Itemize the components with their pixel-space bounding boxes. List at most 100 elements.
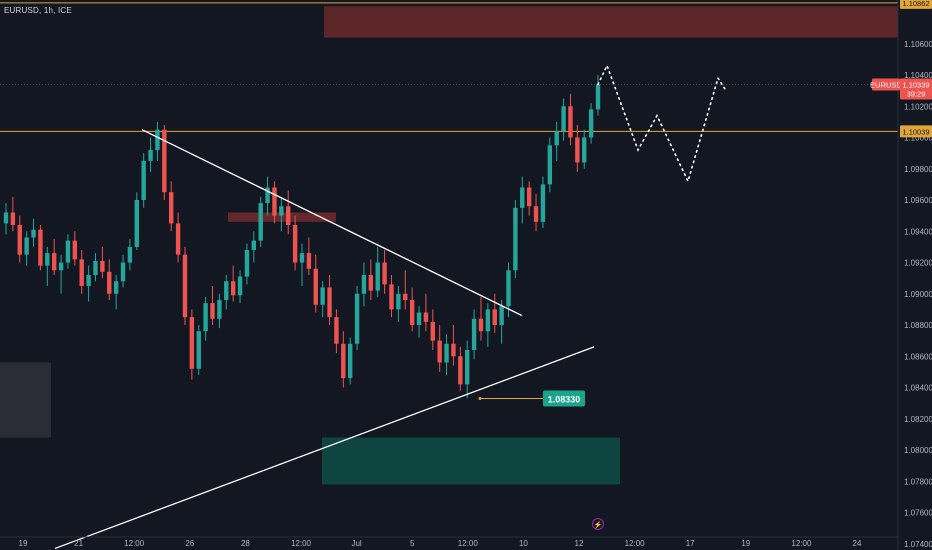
symbol-title[interactable]: EURUSD, 1h, ICE	[4, 6, 72, 15]
candle-body	[175, 223, 181, 255]
y-tick-label: 1.08600	[904, 352, 932, 361]
candle-body	[485, 309, 491, 332]
x-tick-label: 12:00	[458, 539, 479, 548]
candle-body	[51, 253, 57, 271]
candle-body	[341, 343, 346, 379]
symbol-tag: EURUSD	[870, 78, 902, 91]
candle-body	[423, 312, 429, 322]
x-tick-label: 12	[575, 539, 584, 548]
candle-body	[10, 212, 16, 225]
x-tick-label: 24	[853, 539, 862, 548]
candle-body	[430, 321, 435, 341]
candle-body	[492, 309, 497, 325]
y-tick-label: 1.07800	[904, 477, 932, 486]
lightning-icon-glyph: ⚡	[594, 520, 603, 529]
hline-tag-top-text: 1.10862	[902, 0, 929, 8]
candle-body	[451, 343, 456, 357]
candle-body	[389, 284, 394, 310]
x-tick-label: 10	[519, 539, 528, 548]
candle-body	[17, 225, 22, 255]
last-price-tag-text: 1.10339	[902, 81, 929, 90]
candle-body	[148, 150, 153, 161]
y-tick-label: 1.09600	[904, 196, 932, 205]
candle-body	[547, 145, 553, 185]
candle-body	[38, 229, 43, 266]
low-dot	[478, 396, 482, 400]
candle-body	[3, 212, 9, 224]
candle-body	[582, 137, 587, 163]
candle-body	[368, 275, 374, 291]
horizontal-lines-layer	[0, 2, 898, 132]
candle-body	[45, 253, 50, 266]
hline-tag-top: 1.10862	[900, 0, 932, 9]
candle-body	[31, 229, 36, 238]
x-tick-label: 12:00	[291, 539, 312, 548]
resistance-zone	[228, 212, 336, 222]
drawings-layer: 1.08330	[54, 63, 727, 550]
candle-body	[72, 240, 78, 260]
candle-body	[588, 109, 594, 138]
candle-body	[499, 306, 504, 325]
y-tick-label: 1.07600	[904, 509, 932, 518]
countdown-tag-text: 39:29	[907, 90, 926, 99]
candle-body	[299, 253, 305, 263]
candle-body	[347, 343, 353, 379]
x-axis[interactable]: 19 21 12:00 26 28 12:00 Jul 5 12:00 10 12 12:00 17 19…	[0, 518, 898, 549]
countdown-tag: 39:29	[900, 87, 932, 100]
low-badge-bg	[543, 390, 585, 407]
candle-body	[520, 187, 525, 208]
candle-body	[162, 129, 167, 193]
candle-body	[258, 203, 263, 241]
candles-layer	[3, 75, 601, 399]
candle-body	[458, 356, 463, 385]
candle-body	[382, 262, 387, 285]
candle-body	[86, 275, 91, 286]
candle-body	[244, 250, 250, 277]
candle-body	[134, 200, 139, 247]
x-tick-label: 19	[741, 539, 750, 548]
candle-body	[279, 206, 284, 216]
candle-body	[313, 268, 318, 305]
candle-body	[155, 129, 160, 150]
x-tick-label: 12:00	[791, 539, 812, 548]
y-tick-label: 1.10000	[904, 134, 932, 143]
candle-body	[65, 240, 71, 263]
candle-body	[93, 260, 98, 275]
candle-body	[568, 106, 573, 138]
y-tick-label: 1.10400	[904, 71, 932, 80]
x-tick-label: 28	[241, 539, 250, 548]
y-axis[interactable]: 1.10600 1.10400 1.10200 1.10000 1.09800 1.096…	[897, 0, 932, 550]
candle-body	[554, 131, 559, 146]
candle-body	[79, 259, 84, 286]
candle-body	[361, 275, 367, 294]
countdown-tag-bg	[900, 87, 932, 100]
projection-path	[597, 63, 727, 184]
grey-box	[0, 362, 51, 438]
candle-body	[561, 106, 566, 132]
x-tick-label: 12:00	[625, 539, 646, 548]
candle-body	[540, 184, 546, 222]
candle-body	[169, 192, 174, 224]
y-tick-label: 1.09000	[904, 290, 932, 299]
y-tick-label: 1.07400	[904, 540, 932, 549]
candle-body	[403, 293, 408, 300]
x-tick-label: 17	[686, 539, 695, 548]
candle-body	[354, 293, 360, 344]
hline-tag-mid-bg	[900, 125, 932, 138]
candle-body	[444, 343, 449, 363]
candle-body	[595, 84, 601, 110]
candle-body	[203, 303, 208, 332]
candle-body	[409, 300, 415, 325]
candle-body	[292, 225, 298, 263]
candle-body	[272, 187, 277, 216]
x-tick-label: 21	[74, 539, 83, 548]
candle-body	[217, 300, 222, 319]
candle-body	[24, 237, 29, 255]
candle-body	[107, 271, 112, 294]
candle-body	[210, 303, 215, 319]
y-tick-label: 1.09800	[904, 165, 932, 174]
candle-body	[465, 350, 470, 385]
zones-layer	[0, 6, 898, 485]
